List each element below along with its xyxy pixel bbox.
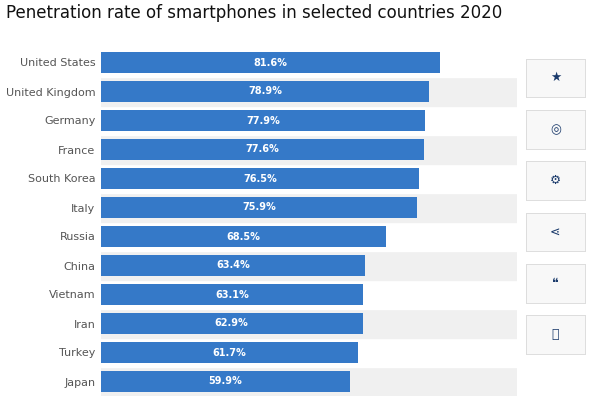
- Bar: [101, 342, 358, 363]
- Bar: [101, 309, 517, 338]
- Bar: [101, 168, 419, 189]
- Bar: [101, 81, 429, 102]
- Bar: [101, 52, 440, 73]
- Bar: [101, 77, 517, 106]
- Bar: [101, 135, 517, 164]
- Bar: [101, 367, 517, 396]
- Text: ★: ★: [550, 72, 561, 84]
- Text: 63.1%: 63.1%: [215, 290, 249, 300]
- Text: 78.9%: 78.9%: [248, 86, 282, 96]
- Bar: [101, 251, 517, 280]
- Bar: [101, 193, 517, 222]
- Bar: [101, 226, 386, 247]
- Text: 75.9%: 75.9%: [242, 202, 276, 212]
- Text: 59.9%: 59.9%: [208, 376, 242, 386]
- Bar: [101, 48, 517, 77]
- Text: 76.5%: 76.5%: [243, 174, 277, 184]
- Text: 61.7%: 61.7%: [213, 348, 246, 358]
- Text: 62.9%: 62.9%: [215, 318, 249, 328]
- Bar: [101, 284, 364, 305]
- Text: ❝: ❝: [552, 277, 559, 290]
- Text: ⋖: ⋖: [550, 226, 561, 238]
- Text: Penetration rate of smartphones in selected countries 2020: Penetration rate of smartphones in selec…: [6, 4, 502, 22]
- Text: ⎙: ⎙: [552, 328, 559, 341]
- Bar: [101, 338, 517, 367]
- Text: 63.4%: 63.4%: [216, 260, 249, 270]
- Bar: [101, 222, 517, 251]
- Bar: [101, 371, 350, 392]
- Bar: [101, 139, 424, 160]
- Text: ⚙: ⚙: [550, 174, 561, 187]
- Text: 81.6%: 81.6%: [254, 58, 287, 68]
- Text: 68.5%: 68.5%: [226, 232, 260, 242]
- Text: ◎: ◎: [550, 123, 561, 136]
- Text: 77.9%: 77.9%: [246, 116, 280, 126]
- Bar: [101, 313, 362, 334]
- Bar: [101, 106, 517, 135]
- Bar: [101, 197, 416, 218]
- Bar: [101, 164, 517, 193]
- Bar: [101, 110, 425, 131]
- Bar: [101, 255, 365, 276]
- Text: 77.6%: 77.6%: [245, 144, 279, 154]
- Bar: [101, 280, 517, 309]
